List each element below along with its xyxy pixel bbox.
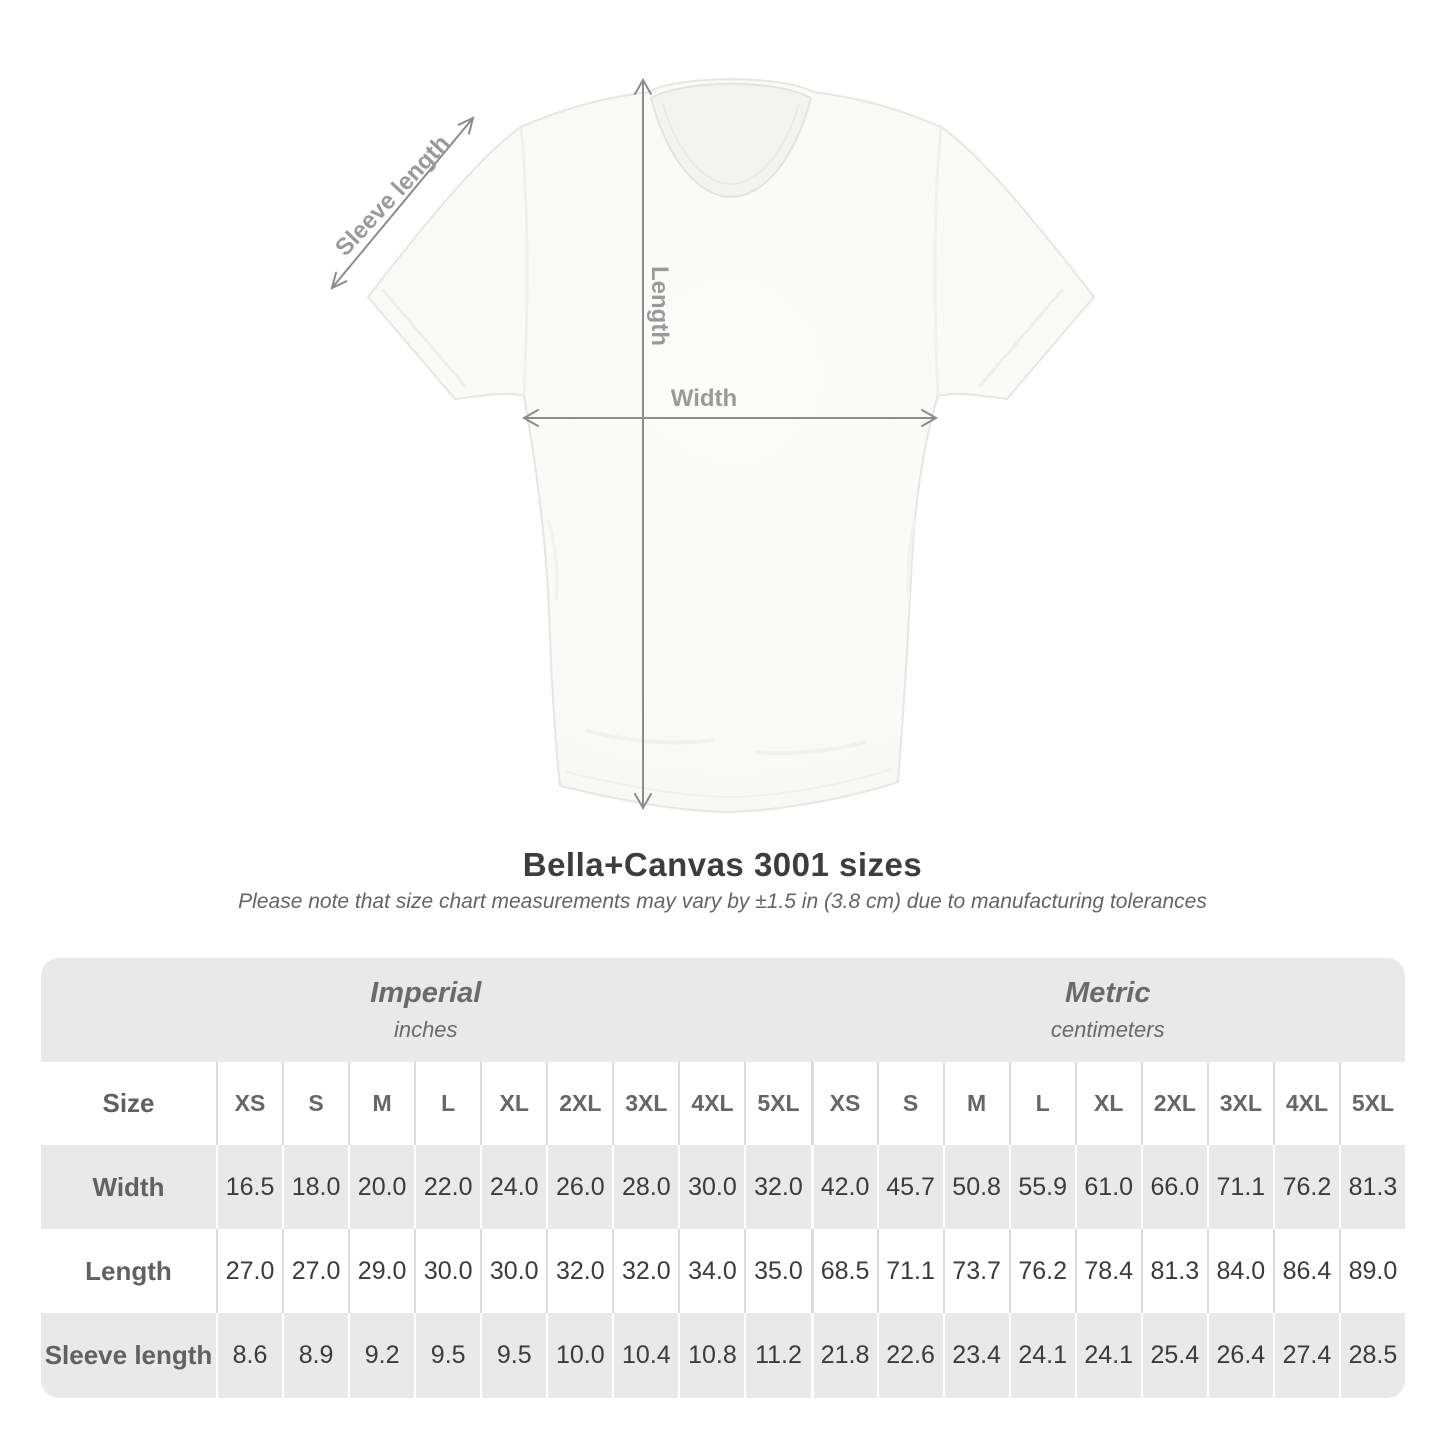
value-cell-metric: 24.1 <box>1008 1313 1075 1398</box>
value-cell-imperial: 29.0 <box>348 1229 415 1313</box>
size-row-label: Size <box>41 1062 216 1145</box>
value-cell-metric: 23.4 <box>942 1313 1009 1398</box>
value-cell-metric: 89.0 <box>1338 1229 1405 1313</box>
value-cell-imperial: 30.0 <box>414 1229 481 1313</box>
value-cell-metric: 24.1 <box>1074 1313 1141 1398</box>
value-cell-metric: 50.8 <box>942 1145 1009 1229</box>
value-cell-metric: 28.5 <box>1338 1313 1405 1398</box>
value-cell-imperial: 8.9 <box>282 1313 349 1398</box>
value-cell-metric: 78.4 <box>1074 1229 1141 1313</box>
size-col-header-imperial: XS <box>216 1062 283 1145</box>
metric-unit: centimeters <box>1050 1017 1165 1042</box>
row-label: Width <box>41 1145 216 1229</box>
size-col-header-metric: 2XL <box>1140 1062 1207 1145</box>
size-col-header-imperial: 3XL <box>612 1062 679 1145</box>
tolerance-note: Please note that size chart measurements… <box>238 890 1207 913</box>
width-label: Width <box>670 385 738 412</box>
size-col-header-metric: 5XL <box>1338 1062 1405 1145</box>
value-cell-imperial: 32.0 <box>744 1145 811 1229</box>
imperial-unit: inches <box>393 1017 458 1042</box>
value-cell-imperial: 16.5 <box>216 1145 283 1229</box>
value-cell-imperial: 34.0 <box>678 1229 745 1313</box>
value-cell-imperial: 35.0 <box>744 1229 811 1313</box>
row-label: Length <box>41 1229 216 1313</box>
row-label: Sleeve length <box>41 1313 216 1398</box>
tshirt-shape <box>367 78 1095 813</box>
value-cell-imperial: 26.0 <box>546 1145 613 1229</box>
value-cell-imperial: 30.0 <box>480 1229 547 1313</box>
size-col-header-imperial: 5XL <box>744 1062 811 1145</box>
size-col-header-imperial: 2XL <box>546 1062 613 1145</box>
value-cell-metric: 25.4 <box>1140 1313 1207 1398</box>
value-cell-imperial: 9.5 <box>480 1313 547 1398</box>
size-col-header-metric: XS <box>810 1062 877 1145</box>
imperial-header: Imperial inches <box>41 958 811 1062</box>
size-col-header-imperial: M <box>348 1062 415 1145</box>
value-cell-metric: 76.2 <box>1272 1145 1339 1229</box>
value-cell-metric: 42.0 <box>810 1145 877 1229</box>
value-cell-metric: 71.1 <box>876 1229 943 1313</box>
value-cell-imperial: 10.4 <box>612 1313 679 1398</box>
value-cell-metric: 73.7 <box>942 1229 1009 1313</box>
value-cell-imperial: 27.0 <box>216 1229 283 1313</box>
metric-title: Metric <box>1065 977 1151 1009</box>
value-cell-metric: 68.5 <box>810 1229 877 1313</box>
value-cell-imperial: 11.2 <box>744 1313 811 1398</box>
value-cell-imperial: 32.0 <box>612 1229 679 1313</box>
value-cell-metric: 66.0 <box>1140 1145 1207 1229</box>
imperial-title: Imperial <box>370 977 482 1009</box>
value-cell-metric: 22.6 <box>876 1313 943 1398</box>
value-cell-metric: 84.0 <box>1206 1229 1273 1313</box>
value-cell-metric: 71.1 <box>1206 1145 1273 1229</box>
value-cell-metric: 81.3 <box>1338 1145 1405 1229</box>
value-cell-imperial: 8.6 <box>216 1313 283 1398</box>
metric-header: Metric centimeters <box>810 958 1405 1062</box>
size-col-header-metric: M <box>942 1062 1009 1145</box>
size-table: Imperial inches Metric centimeters Size X… <box>41 958 1405 1398</box>
size-col-header-metric: XL <box>1074 1062 1141 1145</box>
value-cell-imperial: 20.0 <box>348 1145 415 1229</box>
sleeve-length-arrow <box>330 116 475 290</box>
size-col-header-imperial: L <box>414 1062 481 1145</box>
value-cell-imperial: 18.0 <box>282 1145 349 1229</box>
size-col-header-metric: 4XL <box>1272 1062 1339 1145</box>
size-col-header-imperial: 4XL <box>678 1062 745 1145</box>
value-cell-metric: 27.4 <box>1272 1313 1339 1398</box>
size-col-header-metric: S <box>876 1062 943 1145</box>
length-label: Length <box>646 266 673 346</box>
value-cell-imperial: 10.0 <box>546 1313 613 1398</box>
value-cell-imperial: 22.0 <box>414 1145 481 1229</box>
value-cell-imperial: 28.0 <box>612 1145 679 1229</box>
value-cell-metric: 45.7 <box>876 1145 943 1229</box>
value-cell-metric: 55.9 <box>1008 1145 1075 1229</box>
size-col-header-imperial: XL <box>480 1062 547 1145</box>
width-arrow <box>521 409 939 427</box>
value-cell-imperial: 10.8 <box>678 1313 745 1398</box>
tshirt-diagram: Sleeve length Length Width <box>330 77 1095 813</box>
page-title: Bella+Canvas 3001 sizes <box>522 846 923 883</box>
length-arrow <box>634 77 652 811</box>
value-cell-metric: 61.0 <box>1074 1145 1141 1229</box>
value-cell-metric: 26.4 <box>1206 1313 1273 1398</box>
value-cell-imperial: 27.0 <box>282 1229 349 1313</box>
value-cell-imperial: 9.2 <box>348 1313 415 1398</box>
size-col-header-metric: 3XL <box>1206 1062 1273 1145</box>
value-cell-metric: 86.4 <box>1272 1229 1339 1313</box>
value-cell-imperial: 9.5 <box>414 1313 481 1398</box>
size-col-header-imperial: S <box>282 1062 349 1145</box>
value-cell-imperial: 30.0 <box>678 1145 745 1229</box>
value-cell-metric: 81.3 <box>1140 1229 1207 1313</box>
value-cell-metric: 76.2 <box>1008 1229 1075 1313</box>
value-cell-metric: 21.8 <box>810 1313 877 1398</box>
value-cell-imperial: 32.0 <box>546 1229 613 1313</box>
size-col-header-metric: L <box>1008 1062 1075 1145</box>
tshirt-illustration <box>330 77 1095 813</box>
value-cell-imperial: 24.0 <box>480 1145 547 1229</box>
